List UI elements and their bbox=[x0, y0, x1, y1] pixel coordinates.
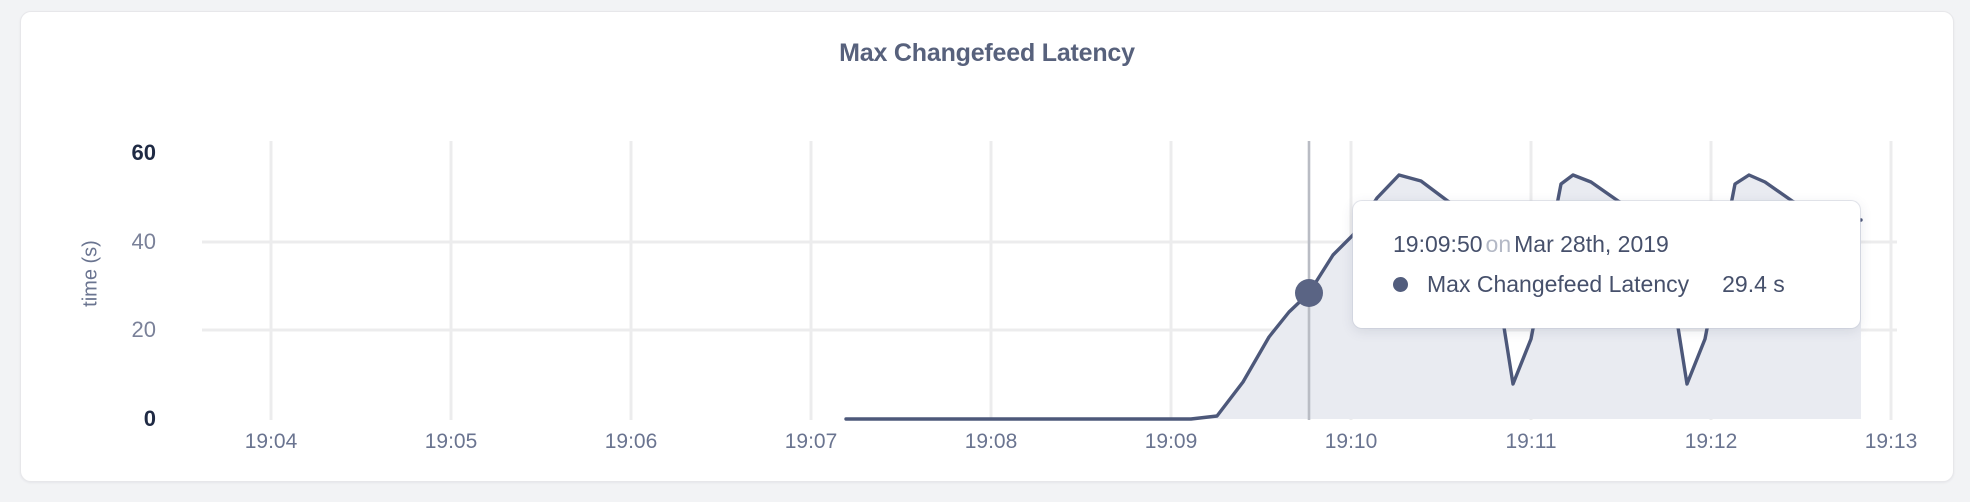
y-tick-40: 40 bbox=[131, 229, 156, 254]
x-tick-1911: 19:11 bbox=[1505, 430, 1557, 453]
y-axis-label: time (s) bbox=[79, 240, 102, 307]
series-color-dot-icon bbox=[1393, 277, 1408, 292]
chart-title: Max Changefeed Latency bbox=[839, 39, 1135, 67]
horizontal-gridlines bbox=[202, 240, 1897, 332]
hover-point-marker bbox=[1295, 279, 1323, 307]
x-tick-1907: 19:07 bbox=[784, 430, 838, 453]
y-tick-60: 60 bbox=[131, 140, 156, 165]
chart-svg bbox=[202, 141, 1897, 421]
tooltip-series-row: Max Changefeed Latency 29.4 s bbox=[1393, 271, 1860, 298]
plot-area[interactable]: 60 40 20 0 time (s) 19:04 19:05 19:06 19… bbox=[21, 12, 1955, 483]
vertical-gridlines bbox=[269, 141, 1893, 420]
chart-card: Max Changefeed Latency bbox=[20, 11, 1954, 482]
x-tick-1906: 19:06 bbox=[604, 430, 658, 453]
x-tick-1913: 19:13 bbox=[1864, 430, 1918, 453]
series-area bbox=[846, 175, 1861, 419]
tooltip-date: Mar 28th, 2019 bbox=[1514, 231, 1669, 257]
tooltip-series-value: 29.4 s bbox=[1722, 271, 1785, 297]
x-tick-1905: 19:05 bbox=[424, 430, 478, 453]
tooltip-on-word: on bbox=[1485, 231, 1512, 257]
x-tick-1910: 19:10 bbox=[1324, 430, 1378, 453]
y-tick-0: 0 bbox=[143, 406, 156, 431]
x-tick-1909: 19:09 bbox=[1144, 430, 1198, 453]
tooltip-series-name: Max Changefeed Latency bbox=[1427, 271, 1690, 297]
x-tick-1904: 19:04 bbox=[244, 430, 298, 453]
x-tick-1912: 19:12 bbox=[1684, 430, 1738, 453]
series-line bbox=[844, 173, 1863, 421]
x-tick-1908: 19:08 bbox=[964, 430, 1018, 453]
y-tick-20: 20 bbox=[131, 317, 156, 342]
chart-tooltip: 19:09:50 on Mar 28th, 2019 Max Changefeed … bbox=[1353, 201, 1860, 328]
tooltip-time: 19:09:50 bbox=[1393, 231, 1483, 257]
tooltip-timestamp: 19:09:50 on Mar 28th, 2019 bbox=[1393, 229, 1860, 259]
